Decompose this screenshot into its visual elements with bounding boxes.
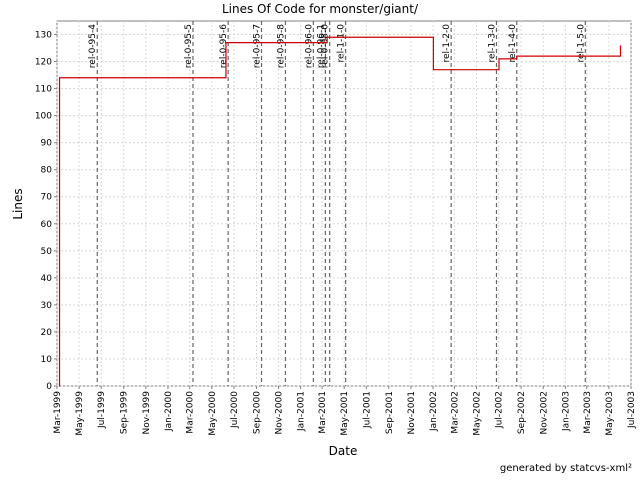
release-marker-label: rel-1-4-0: [508, 24, 518, 63]
y-axis: 0 10 20 30 40 50 60 70 80 90 100 110 120 130: [35, 31, 57, 392]
x-tick-label: Jan-2001: [297, 391, 307, 432]
x-tick-label: Mar-2001: [318, 391, 328, 434]
x-tick-label: Nov-2002: [539, 391, 549, 434]
y-tick-label: 60: [41, 220, 53, 230]
release-marker-label: rel-1-1-0: [337, 24, 347, 63]
x-tick-label: Nov-1999: [142, 391, 152, 435]
y-tick-label: 70: [41, 193, 53, 203]
x-tick-label: Nov-2001: [407, 391, 417, 434]
grid-lines: [56, 21, 632, 387]
x-tick-label: Jan-2000: [164, 391, 174, 432]
x-tick-label: Jul-2000: [230, 391, 240, 429]
x-axis-label: Date: [329, 444, 358, 458]
plot-area: [56, 20, 632, 387]
release-marker-label: rel-0-95-6: [219, 24, 229, 68]
y-tick-label: 10: [41, 355, 53, 365]
x-tick-label: Nov-2000: [275, 391, 285, 435]
loc-series-line: [58, 36, 622, 387]
x-tick-label: Jan-2003: [561, 391, 571, 432]
y-tick-label: 90: [41, 139, 53, 149]
x-tick-label: Mar-2000: [186, 391, 196, 434]
y-tick-label: 0: [46, 382, 52, 392]
x-tick-label: May-1999: [75, 391, 85, 436]
release-marker-label: rel-1-5-0: [576, 24, 586, 63]
x-tick-label: Sep-2002: [517, 391, 527, 434]
x-tick-label: Mar-1999: [53, 391, 63, 434]
release-marker-label: rel-1-2-0: [442, 24, 452, 63]
release-marker-label: rel-1-3-0: [487, 24, 497, 63]
x-axis: Mar-1999 May-1999 Jul-1999 Sep-1999 Nov-1999…: [53, 386, 637, 436]
y-tick-label: 100: [35, 112, 52, 122]
y-tick-label: 40: [41, 274, 53, 284]
x-tick-label: Jul-2003: [627, 391, 637, 429]
y-tick-label: 110: [35, 85, 52, 95]
x-tick-label: Sep-2001: [385, 391, 395, 434]
x-tick-label: May-2001: [340, 391, 350, 436]
release-marker-label: rel-0-95-5: [184, 24, 194, 68]
y-tick-label: 30: [41, 301, 53, 311]
release-marker-label: rel-0-96-0: [304, 24, 314, 68]
generator-credit: generated by statcvs-xml²: [499, 463, 632, 474]
x-tick-label: Sep-2000: [252, 391, 262, 434]
y-tick-label: 120: [35, 58, 52, 68]
x-tick-label: Jul-2002: [495, 391, 505, 429]
release-marker-label: rel-0-95-7: [253, 24, 263, 68]
y-tick-label: 80: [41, 166, 53, 176]
release-marker-label: rel-0-95-8: [276, 24, 286, 68]
x-tick-label: Jan-2002: [429, 391, 439, 432]
release-marker-label: rel-0-96-1: [316, 24, 326, 68]
release-marker-label: rel-0-98-0: [321, 24, 331, 68]
x-tick-label: May-2003: [605, 391, 615, 436]
x-tick-label: Jul-2001: [362, 391, 372, 429]
y-tick-label: 20: [41, 328, 53, 338]
series-lines: [58, 36, 622, 387]
x-tick-label: May-2000: [208, 391, 218, 436]
x-tick-label: Mar-2002: [450, 391, 460, 434]
y-tick-label: 50: [41, 247, 53, 257]
x-tick-label: Jul-1999: [97, 391, 107, 429]
y-tick-label: 130: [35, 31, 52, 41]
release-markers: rel-0-95-4 rel-0-95-5 rel-0-95-6 rel-0-95-7…: [88, 21, 586, 386]
y-axis-label: Lines: [11, 188, 25, 219]
x-tick-label: Mar-2003: [583, 391, 593, 434]
release-marker-label: rel-0-95-4: [88, 24, 98, 68]
chart-title: Lines Of Code for monster/giant/: [222, 2, 419, 16]
x-tick-label: Sep-1999: [120, 391, 130, 434]
x-tick-label: May-2002: [473, 391, 483, 436]
